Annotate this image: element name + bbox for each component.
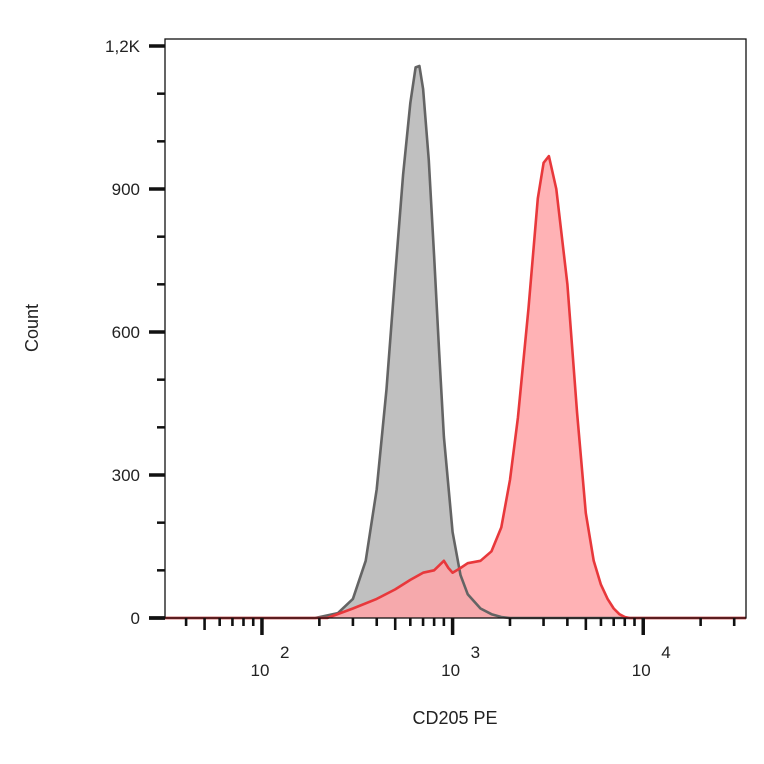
y-tick-label: 1,2K — [105, 37, 141, 56]
x-tick-exponent: 4 — [661, 643, 670, 662]
x-tick-label: 10 — [251, 661, 270, 680]
x-axis-title: CD205 PE — [412, 708, 497, 728]
x-axis: 10 2 10 3 10 4 — [149, 616, 736, 680]
plot-frame — [164, 38, 747, 619]
y-tick-label: 0 — [131, 609, 140, 628]
x-tick-label: 10 — [441, 661, 460, 680]
y-tick-label: 600 — [112, 323, 140, 342]
y-axis: 0 300 600 900 1,2K — [105, 37, 165, 628]
x-tick-exponent: 2 — [280, 643, 289, 662]
series-line-1 — [165, 154, 746, 620]
plot-series — [165, 64, 746, 620]
x-tick-label: 10 — [632, 661, 651, 680]
x-tick-exponent: 3 — [471, 643, 480, 662]
y-axis-title: Count — [22, 304, 42, 352]
y-tick-label: 900 — [112, 180, 140, 199]
series-fill-1 — [327, 156, 630, 618]
y-tick-label: 300 — [112, 466, 140, 485]
series-fill-0 — [315, 66, 510, 618]
series-line-0 — [165, 64, 746, 620]
